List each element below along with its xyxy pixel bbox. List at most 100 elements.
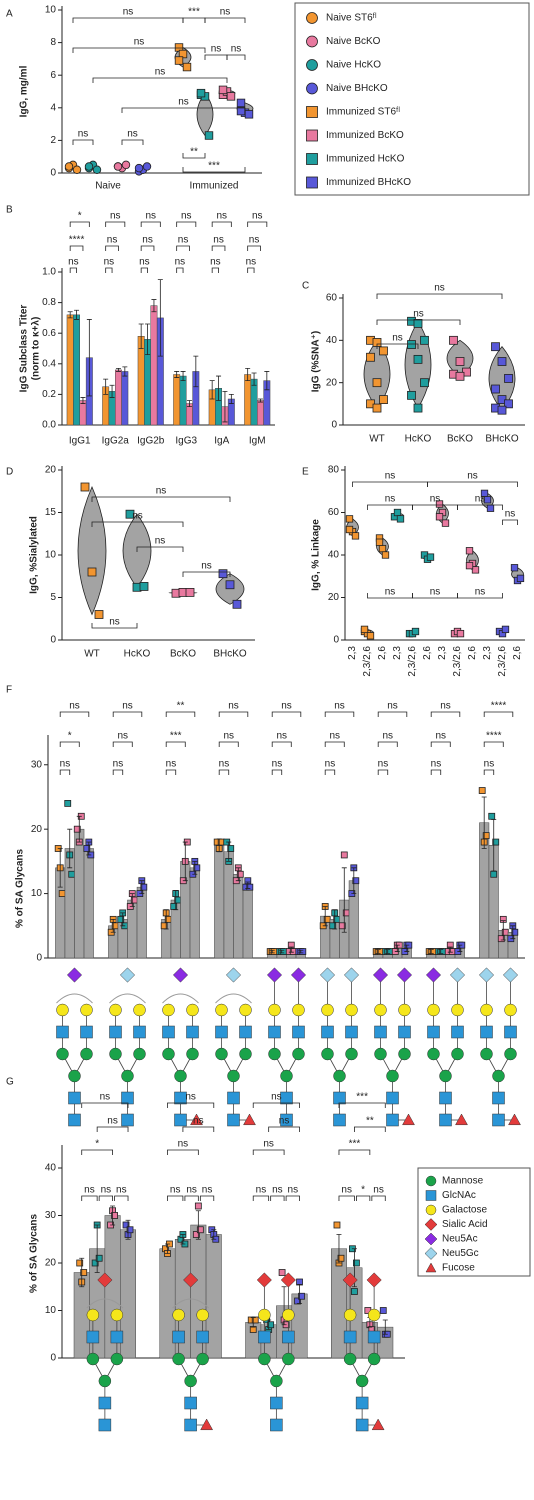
glycan-residue [98,1418,112,1432]
glycan-residue [508,1113,521,1126]
data-point [338,922,346,930]
significance-label: ns [276,731,287,742]
glycan-residue [66,967,83,983]
significance-label: ns [329,731,340,742]
glycan-residue [292,1025,305,1039]
glycan-residue [215,1003,228,1017]
glycan-residue [98,1374,112,1388]
error-bar [394,944,400,952]
significance-label: ns [231,44,242,55]
significance-bracket [182,167,246,173]
legend-label: Naive BHcKO [326,83,388,94]
error-bar [322,906,328,927]
y-tick-label: 10 [45,1305,57,1316]
data-point [411,627,420,636]
error-bar [279,949,285,954]
significance-label: ns [155,67,166,78]
y-tick-label: 0 [50,168,56,179]
error-bar [193,355,199,388]
significance-label: ns [341,1185,352,1196]
error-bar [336,1234,342,1264]
legend-label: Naive ST6ᶠˡ [326,13,377,24]
legend-label: Neu5Gc [442,1248,479,1259]
glycan-residue [86,1330,100,1344]
significance-label: ns [175,257,186,268]
glycan-residue [280,1091,293,1105]
glycan-residue [366,1272,382,1288]
x-tick-label: Naive [95,181,121,192]
significance-bracket [59,741,80,747]
legend-marker [306,82,318,95]
y-axis-label: IgG, % Linkage [311,519,322,591]
panel-label: D [6,467,13,478]
legend-marker [424,1218,438,1231]
significance-bracket [69,221,90,227]
glycan-residue [258,1308,271,1322]
data-point [413,403,423,413]
significance-bracket [182,571,231,577]
data-point [225,580,235,590]
x-tick-label: 2,3/2,6 [497,646,508,677]
glycan-residue [258,1330,271,1344]
significance-bracket [427,481,518,487]
significance-bracket [59,711,90,717]
glycan-residue [119,967,136,983]
significance-bracket [354,1126,386,1132]
legend-box [294,2,530,196]
glycan-residue [398,1003,411,1017]
x-tick-label: BcKO [170,649,196,660]
bar [150,305,158,426]
glycan-residue [270,1418,283,1432]
glycan-residue [80,1047,93,1061]
significance-bracket [176,267,184,273]
data-point [501,625,510,634]
x-tick-label: 2,3 [347,646,358,660]
data-point [94,610,104,619]
x-tick-label: IgA [214,436,229,447]
significance-label: ns [123,7,134,18]
error-bar [151,299,157,313]
glycan-residue [110,1308,124,1322]
data-point [353,1259,360,1267]
data-point [465,547,474,555]
significance-label: ns [334,701,345,712]
significance-bracket [376,343,419,349]
data-point [396,515,405,523]
x-tick-label: 2,3/2,6 [452,646,463,677]
bar [79,400,87,426]
glycan-residue [110,1352,124,1366]
significance-label: ns [134,37,145,48]
x-tick-label: IgG2a [102,436,130,447]
data-point [351,1288,358,1295]
data-point [204,131,214,140]
y-tick-label: 0 [333,635,339,646]
data-point [366,352,375,362]
error-bar [500,920,506,941]
glycan-residue [425,967,442,983]
bar [66,314,74,426]
significance-bracket [376,293,503,299]
data-point [378,544,387,553]
significance-bracket [457,504,503,510]
data-point [516,574,525,583]
data-point [92,165,102,174]
significance-bracket [105,267,113,273]
significance-bracket [112,741,133,747]
significance-label: ns [113,759,124,770]
x-tick-label: 2,3/2,6 [362,646,373,677]
y-tick-label: 20 [45,1258,57,1269]
error-bar [211,1229,217,1240]
glycan-residue [480,1047,493,1061]
data-point [490,870,498,878]
panel-label: C [302,281,309,292]
error-bar [174,371,180,378]
significance-bracket [105,245,119,251]
significance-label: ns [104,257,115,268]
legend-label: Galactose [442,1205,487,1216]
data-point [72,165,82,174]
error-bar [109,384,115,398]
y-tick-label: 2 [50,135,56,146]
error-bar [269,949,275,954]
glycan-residue [504,1025,517,1039]
significance-bracket [483,769,495,775]
